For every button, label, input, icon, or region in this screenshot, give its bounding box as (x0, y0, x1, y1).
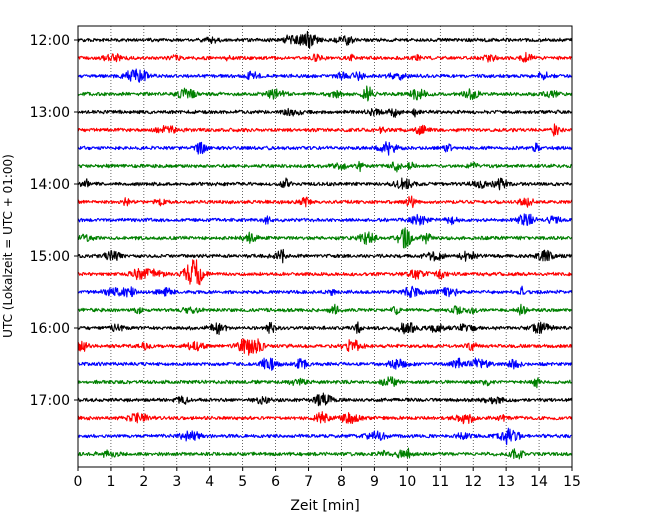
x-tick-label-7: 7 (304, 474, 313, 490)
x-tick-label-3: 3 (172, 474, 181, 490)
trace-row-1430 (77, 213, 573, 226)
x-tick-label-4: 4 (205, 474, 214, 490)
x-tick-label-9: 9 (370, 474, 379, 490)
trace-row-1545 (77, 303, 573, 316)
trace-row-1530 (77, 285, 573, 299)
x-tick-label-14: 14 (530, 474, 548, 490)
trace-row-1700 (77, 392, 573, 407)
trace-row-1415 (77, 195, 573, 209)
trace-row-1600 (77, 321, 573, 336)
trace-row-1445 (77, 227, 573, 249)
y-tick-label-4: 16:00 (30, 321, 70, 337)
x-tick-label-13: 13 (497, 474, 515, 490)
trace-row-1330 (77, 141, 573, 156)
trace-row-1630 (77, 357, 573, 371)
trace-layer (77, 30, 573, 460)
trace-row-1500 (77, 248, 573, 264)
x-tick-label-15: 15 (563, 474, 581, 490)
tick-layer: 0 1 2 3 4 5 6 7 8 9 10 11 12 13 14 1512:0013:0014:0015:… (30, 33, 581, 490)
trace-row-1345 (77, 160, 573, 173)
trace-row-1730 (77, 427, 573, 446)
x-tick-label-2: 2 (139, 474, 148, 490)
trace-row-1515 (77, 259, 573, 286)
x-tick-label-1: 1 (106, 474, 115, 490)
x-tick-label-0: 0 (74, 474, 83, 490)
x-axis-title: Zeit [min] (290, 498, 359, 514)
x-tick-label-8: 8 (337, 474, 346, 490)
trace-row-1615 (77, 338, 573, 356)
plot-frame (77, 25, 573, 468)
trace-row-1245 (77, 85, 573, 102)
trace-row-1645 (77, 376, 573, 389)
x-tick-label-11: 11 (431, 474, 449, 490)
trace-row-1745 (77, 447, 573, 460)
y-axis-title: UTC (Lokalzeit = UTC + 01:00) (1, 154, 15, 338)
x-tick-label-12: 12 (464, 474, 482, 490)
trace-row-1715 (77, 411, 573, 425)
y-tick-label-5: 17:00 (30, 393, 70, 409)
trace-row-1215 (77, 51, 573, 63)
trace-row-1315 (77, 123, 573, 137)
y-tick-label-0: 12:00 (30, 33, 70, 49)
x-tick-label-10: 10 (398, 474, 416, 490)
trace-row-1400 (77, 177, 573, 191)
trace-row-1200 (77, 30, 573, 49)
y-tick-label-1: 13:00 (30, 105, 70, 121)
x-tick-label-6: 6 (271, 474, 280, 490)
y-tick-label-3: 15:00 (30, 249, 70, 265)
y-tick-label-2: 14:00 (30, 177, 70, 193)
trace-row-1230 (77, 68, 573, 83)
x-tick-label-5: 5 (238, 474, 247, 490)
trace-row-1300 (77, 107, 573, 118)
